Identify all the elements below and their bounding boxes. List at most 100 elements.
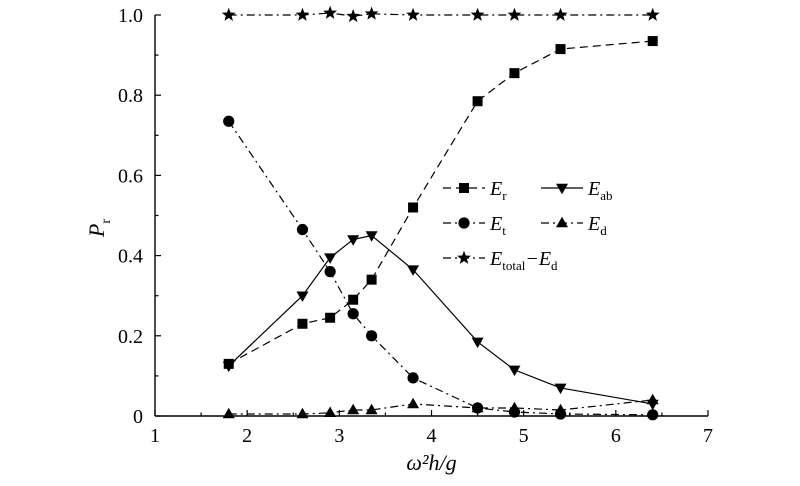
y-axis-title-main: P	[84, 224, 109, 238]
y-tick-label: 0	[133, 406, 143, 428]
legend-label-main: E	[489, 248, 502, 270]
data-point-Eab	[222, 361, 235, 373]
data-point-Er	[366, 274, 377, 285]
x-tick-label: 4	[427, 425, 437, 447]
y-tick-label: 0.6	[118, 165, 143, 187]
data-point-Etotal	[470, 7, 485, 21]
legend-entry-Etotal: Etotal−Ed	[443, 248, 558, 273]
legend-label-main: E	[489, 213, 502, 235]
legend-label-main: E	[587, 213, 600, 235]
data-point-Etotal	[645, 7, 660, 21]
series-Eab	[222, 231, 659, 411]
data-point-Ed	[324, 406, 337, 418]
data-point-Er	[555, 44, 566, 55]
data-point-Ed	[471, 401, 484, 413]
y-tick-label: 0.8	[118, 85, 143, 107]
data-point-Ed	[646, 393, 659, 405]
data-point-Etotal	[364, 6, 379, 20]
data-point-Ed	[347, 403, 360, 415]
data-point-Et	[365, 330, 378, 342]
data-point-Et	[223, 115, 235, 127]
data-point-Er	[647, 36, 658, 47]
legend-label-suffix: −E	[525, 248, 551, 270]
data-point-Etotal	[553, 7, 568, 21]
legend-marker-Ed	[556, 216, 568, 228]
series-line-Etotal	[228, 12, 653, 17]
data-point-Et	[347, 308, 359, 320]
data-point-Eab	[365, 231, 378, 242]
legend-label-sub: t	[502, 223, 506, 238]
data-point-Etotal	[323, 5, 338, 19]
series-line-Er	[228, 40, 653, 365]
legend-entry-Ed: Ed	[541, 213, 607, 238]
data-point-Ed	[296, 407, 309, 419]
data-point-Eab	[407, 265, 420, 276]
legend-marker-Eab	[556, 183, 568, 195]
series-line-Eab	[228, 234, 653, 405]
x-tick-label: 1	[150, 425, 160, 447]
legend-label-Etotal: Etotal−Ed	[489, 248, 558, 273]
data-point-Eab	[324, 253, 337, 264]
data-point-Etotal	[295, 7, 310, 21]
series-Er	[223, 36, 658, 369]
legend-marker-Etotal	[457, 250, 471, 264]
legend-entry-Eab: Eab	[541, 178, 613, 203]
y-tick-label: 0.4	[118, 246, 143, 268]
data-point-Et	[407, 372, 419, 384]
series-line-Et	[228, 120, 653, 416]
data-point-Ed	[407, 397, 420, 409]
data-point-Etotal	[507, 7, 522, 21]
y-tick-label: 0.2	[118, 326, 143, 348]
legend-label-sub: d	[600, 223, 607, 238]
legend-entry-Et: Et	[443, 213, 506, 238]
data-point-Etotal	[406, 7, 420, 21]
data-point-Er	[297, 318, 308, 329]
data-point-Eab	[471, 337, 484, 349]
data-point-Et	[647, 409, 659, 421]
x-tick-label: 6	[611, 425, 621, 447]
data-point-Er	[472, 96, 483, 107]
legend-label-main: E	[587, 178, 600, 200]
legend-label-sub: ab	[600, 188, 612, 203]
data-point-Er	[348, 294, 359, 305]
x-tick-label: 7	[703, 425, 713, 447]
axes: 1 2 3 4 5 6 7 0 0.2 0.4 0.6 0.8 1.0 ω²h/g Pr	[84, 5, 713, 475]
data-point-Etotal	[346, 8, 361, 23]
legend-label-main: E	[489, 178, 502, 200]
x-tick-label: 2	[242, 425, 252, 447]
legend-label-Er: Er	[489, 178, 507, 203]
series-Etotal	[221, 5, 660, 23]
series-Et	[223, 115, 659, 421]
y-axis-title: Pr	[84, 219, 114, 238]
series-line-Ed	[228, 399, 653, 415]
x-axis-title: ω²h/g	[406, 450, 456, 475]
legend-marker-Et	[458, 217, 470, 229]
data-point-Eab	[296, 291, 309, 302]
series-layer	[221, 5, 660, 421]
data-point-Eab	[554, 383, 567, 395]
data-point-Er	[408, 202, 419, 213]
legend-label-sub: total	[502, 258, 525, 273]
data-point-Eab	[347, 235, 360, 246]
data-point-Eab	[508, 365, 521, 377]
legend-label-Ed: Ed	[587, 213, 607, 238]
legend-label-sub: r	[502, 188, 507, 203]
legend-label-Eab: Eab	[587, 178, 613, 203]
data-point-Ed	[554, 403, 567, 415]
y-axis-title-sub: r	[99, 219, 114, 224]
data-point-Er	[325, 312, 336, 323]
x-tick-label: 5	[519, 425, 529, 447]
data-point-Et	[324, 266, 336, 278]
legend-marker-Er	[459, 183, 469, 193]
legend-entry-Er: Er	[443, 178, 507, 203]
data-point-Ed	[365, 403, 378, 415]
data-point-Et	[296, 223, 309, 236]
y-tick-label: 1.0	[118, 5, 143, 27]
legend-label-suffix-sub: d	[551, 258, 558, 273]
data-point-Ed	[508, 401, 521, 413]
series-Ed	[222, 393, 659, 419]
data-point-Ed	[222, 407, 235, 419]
data-point-Etotal	[221, 7, 236, 21]
